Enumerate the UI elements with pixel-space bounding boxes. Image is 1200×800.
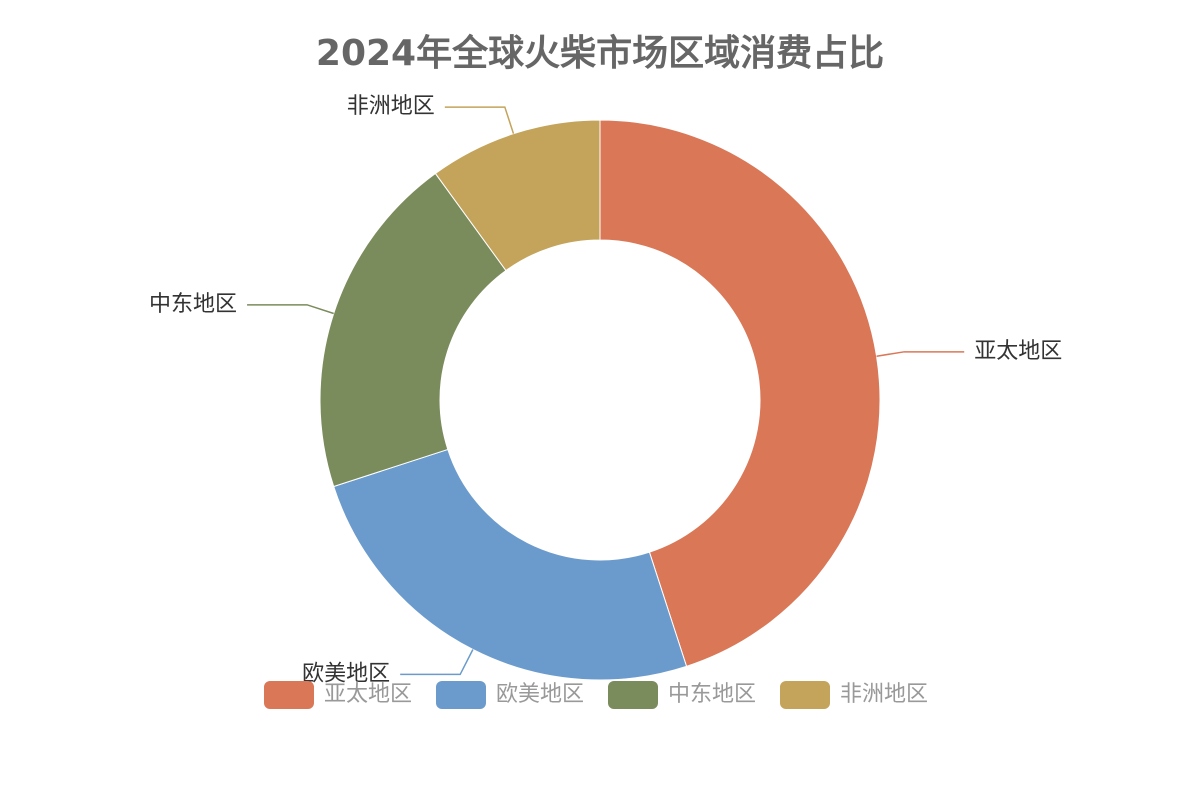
donut-slice bbox=[319, 172, 507, 488]
donut-slice bbox=[333, 448, 688, 681]
legend-swatch bbox=[264, 681, 314, 709]
slice-label: 亚太地区 bbox=[974, 339, 1062, 364]
legend-label: 欧美地区 bbox=[496, 682, 584, 707]
label-line bbox=[400, 649, 474, 676]
legend-label: 亚太地区 bbox=[324, 682, 412, 707]
label-line bbox=[247, 304, 334, 315]
slice-label: 非洲地区 bbox=[347, 94, 435, 119]
slice-label: 欧美地区 bbox=[302, 661, 390, 686]
slice-label: 中东地区 bbox=[149, 292, 237, 317]
legend-swatch bbox=[608, 681, 658, 709]
donut-slice bbox=[434, 119, 601, 272]
legend-swatch bbox=[436, 681, 486, 709]
chart-title: 2024年全球火柴市场区域消费占比 bbox=[316, 32, 884, 74]
legend-label: 中东地区 bbox=[668, 682, 756, 707]
legend-label: 非洲地区 bbox=[840, 682, 928, 707]
donut-slice bbox=[599, 119, 881, 667]
legend-swatch bbox=[780, 681, 830, 709]
label-line bbox=[444, 106, 515, 134]
label-line bbox=[876, 351, 965, 357]
